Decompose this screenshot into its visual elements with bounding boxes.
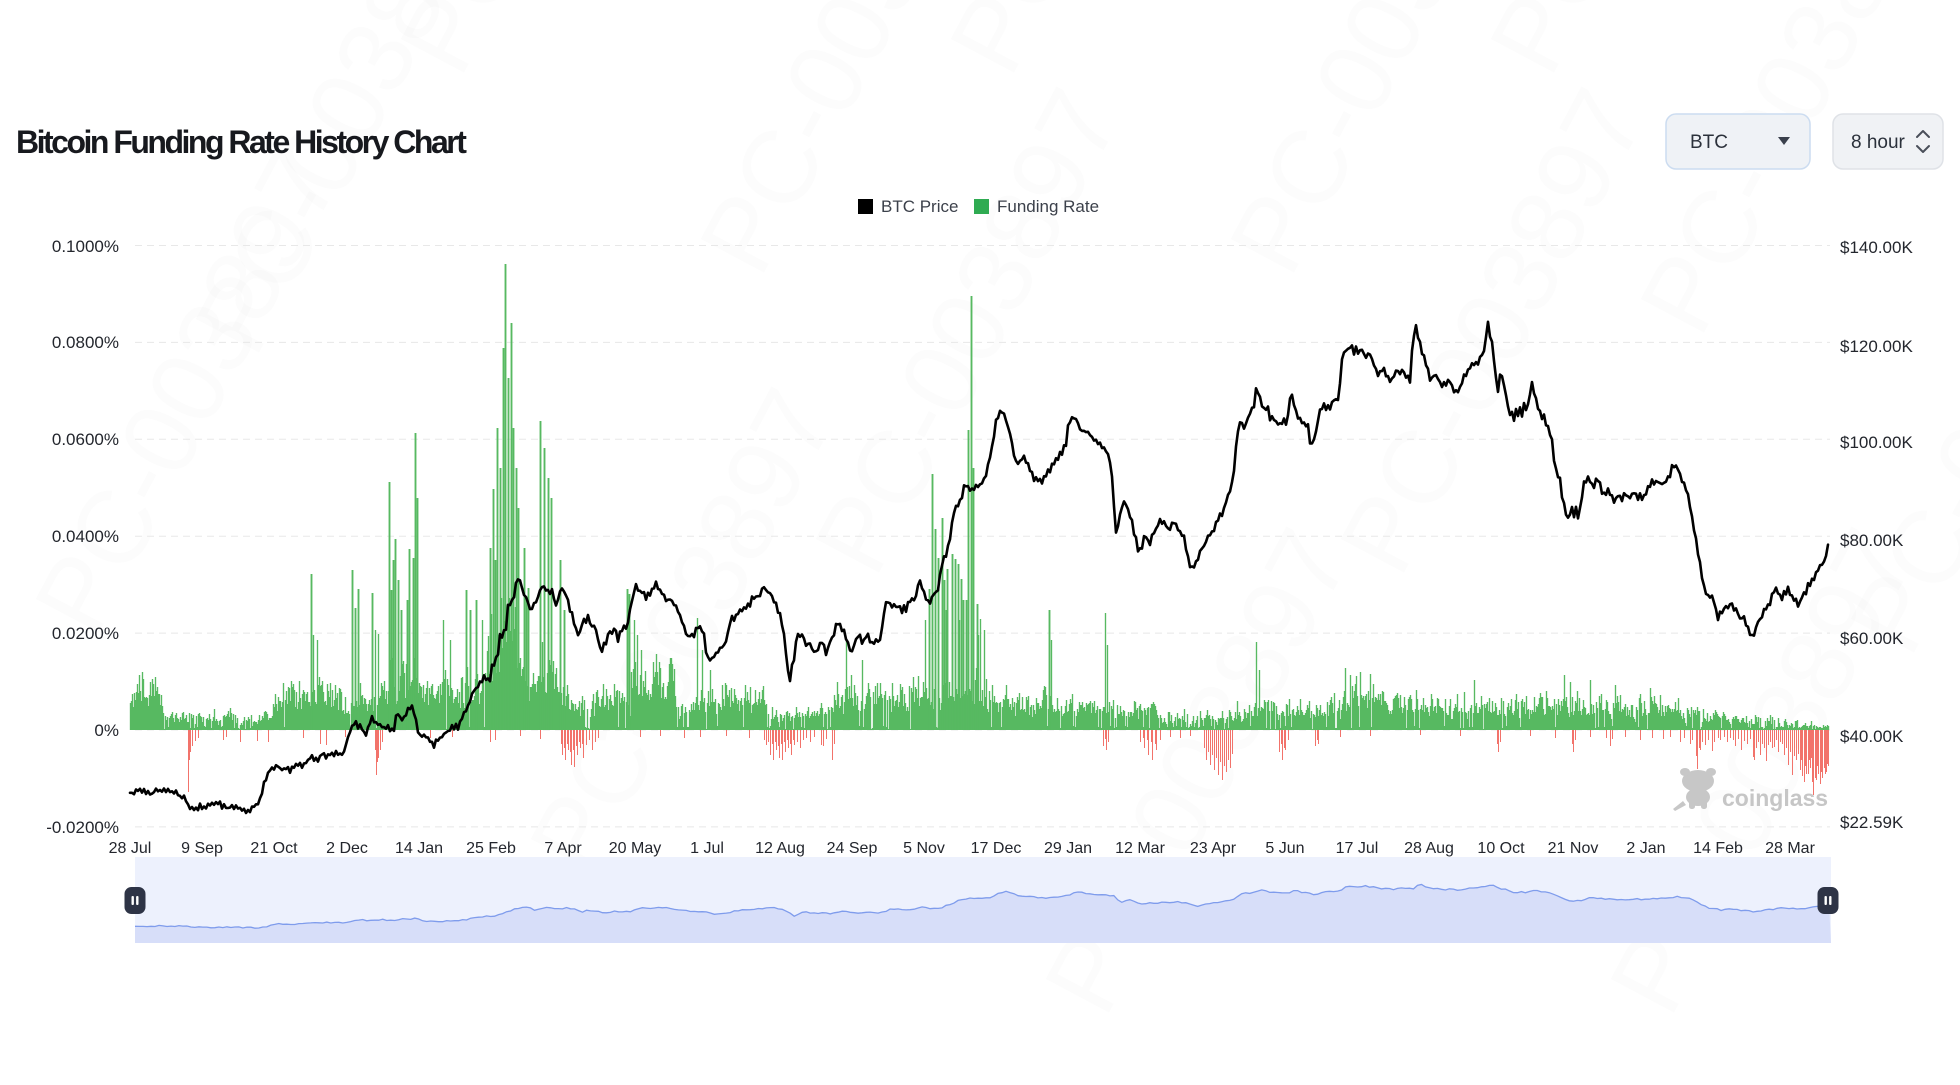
svg-text:-0.0200%: -0.0200% (46, 818, 119, 837)
svg-text:23 Apr: 23 Apr (1190, 840, 1237, 857)
svg-text:$40.00K: $40.00K (1840, 727, 1904, 746)
svg-text:21 Oct: 21 Oct (250, 840, 298, 857)
svg-text:9 Sep: 9 Sep (181, 840, 223, 857)
svg-text:17 Jul: 17 Jul (1336, 840, 1379, 857)
svg-text:$100.00K: $100.00K (1840, 433, 1913, 452)
svg-text:17 Dec: 17 Dec (971, 840, 1022, 857)
svg-text:1 Jul: 1 Jul (690, 840, 724, 857)
svg-text:2 Dec: 2 Dec (326, 840, 368, 857)
svg-text:21 Nov: 21 Nov (1548, 840, 1599, 857)
svg-text:0.0400%: 0.0400% (52, 527, 119, 546)
svg-text:0%: 0% (94, 721, 119, 740)
svg-text:28 Aug: 28 Aug (1404, 840, 1454, 857)
svg-text:$120.00K: $120.00K (1840, 337, 1913, 356)
svg-text:0.1000%: 0.1000% (52, 237, 119, 256)
svg-text:BTC Price: BTC Price (881, 197, 958, 216)
svg-text:14 Feb: 14 Feb (1693, 840, 1743, 857)
svg-text:5 Jun: 5 Jun (1265, 840, 1304, 857)
svg-text:$140.00K: $140.00K (1840, 238, 1913, 257)
svg-text:5 Nov: 5 Nov (903, 840, 945, 857)
svg-text:28 Mar: 28 Mar (1765, 840, 1815, 857)
svg-text:$60.00K: $60.00K (1840, 629, 1904, 648)
svg-text:0.0200%: 0.0200% (52, 624, 119, 643)
svg-text:25 Feb: 25 Feb (466, 840, 516, 857)
svg-text:10 Oct: 10 Oct (1477, 840, 1525, 857)
svg-text:BTC: BTC (1690, 132, 1728, 153)
svg-text:7 Apr: 7 Apr (544, 840, 582, 857)
svg-text:$80.00K: $80.00K (1840, 531, 1904, 550)
svg-text:8 hour: 8 hour (1851, 132, 1906, 153)
svg-text:28 Jul: 28 Jul (109, 840, 152, 857)
svg-text:20 May: 20 May (609, 840, 661, 857)
svg-text:12 Mar: 12 Mar (1115, 840, 1165, 857)
svg-text:$22.59K: $22.59K (1840, 813, 1904, 832)
svg-text:12 Aug: 12 Aug (755, 840, 805, 857)
svg-text:0.0800%: 0.0800% (52, 333, 119, 352)
svg-text:coinglass: coinglass (1722, 785, 1828, 811)
svg-text:2 Jan: 2 Jan (1626, 840, 1665, 857)
svg-text:24 Sep: 24 Sep (827, 840, 878, 857)
svg-text:Funding Rate: Funding Rate (997, 197, 1099, 216)
svg-text:0.0600%: 0.0600% (52, 430, 119, 449)
svg-text:14 Jan: 14 Jan (395, 840, 443, 857)
svg-text:29 Jan: 29 Jan (1044, 840, 1092, 857)
svg-text:Bitcoin Funding Rate History C: Bitcoin Funding Rate History Chart (16, 124, 467, 160)
